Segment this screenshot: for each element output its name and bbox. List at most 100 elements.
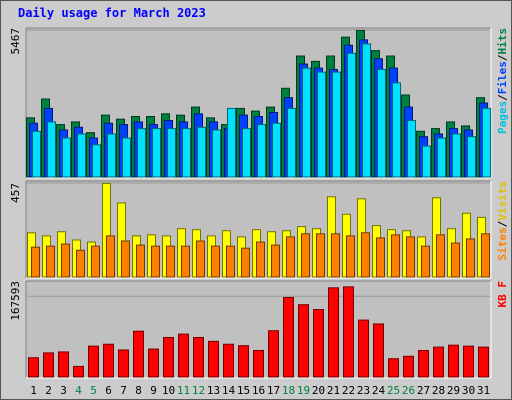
bar-sites-day-31 — [481, 233, 490, 278]
bar-kb-f-day-2 — [43, 352, 54, 378]
legend-1: Pages/Files/Hits — [496, 28, 509, 134]
legend-entry: Files — [496, 61, 509, 94]
bar-pages-day-13 — [212, 129, 221, 178]
bar-pages-day-5 — [92, 144, 101, 178]
bar-sites-day-3 — [61, 243, 70, 278]
bar-sites-day-23 — [361, 232, 370, 278]
bar-sites-day-15 — [241, 247, 250, 278]
legend-entry: Hits — [496, 28, 509, 55]
bar-kb-f-day-5 — [88, 345, 99, 378]
bar-pages-day-7 — [122, 137, 131, 178]
bar-pages-day-20 — [317, 71, 326, 178]
x-tick-label-day-3: 3 — [60, 384, 67, 397]
bar-kb-f-day-11 — [178, 333, 189, 378]
x-tick-label-day-12: 12 — [192, 384, 205, 397]
bar-pages-day-8 — [137, 128, 146, 178]
x-tick-label-day-24: 24 — [372, 384, 386, 397]
bar-sites-day-8 — [136, 244, 145, 278]
bar-sites-day-2 — [46, 245, 55, 278]
x-tick-label-day-2: 2 — [45, 384, 52, 397]
legend-entry: Sites — [496, 227, 509, 260]
bar-sites-day-7 — [121, 240, 130, 278]
bar-sites-day-20 — [316, 233, 325, 278]
y-max-label-3: 167593 — [9, 281, 22, 321]
x-tick-label-day-22: 22 — [342, 384, 355, 397]
bar-sites-day-16 — [256, 241, 265, 278]
x-tick-label-day-5: 5 — [90, 384, 97, 397]
bar-kb-f-day-7 — [118, 349, 129, 378]
x-tick-label-day-25: 25 — [387, 384, 400, 397]
bar-sites-day-29 — [451, 242, 460, 278]
bar-kb-f-day-16 — [253, 349, 264, 378]
bar-kb-f-day-12 — [193, 336, 204, 378]
y-max-label-1: 5467 — [9, 28, 22, 55]
bar-pages-day-16 — [257, 124, 266, 178]
bar-pages-day-17 — [272, 122, 281, 178]
x-tick-label-day-30: 30 — [462, 384, 475, 397]
bar-sites-day-30 — [466, 238, 475, 278]
bar-kb-f-day-6 — [103, 343, 114, 378]
bar-kb-f-day-20 — [313, 309, 324, 378]
bar-pages-day-9 — [152, 128, 161, 178]
bar-pages-day-18 — [287, 107, 296, 178]
x-tick-label-day-20: 20 — [312, 384, 325, 397]
bar-pages-day-3 — [62, 137, 71, 178]
x-tick-label-day-19: 19 — [297, 384, 310, 397]
x-tick-label-day-4: 4 — [75, 384, 82, 397]
bar-sites-day-13 — [211, 245, 220, 278]
bar-sites-day-9 — [151, 245, 160, 278]
bar-kb-f-day-1 — [28, 357, 39, 378]
legend-entry: Visits — [496, 181, 509, 221]
x-tick-label-day-23: 23 — [357, 384, 370, 397]
legend-entry: Pages — [496, 101, 509, 134]
bar-kb-f-day-18 — [283, 296, 294, 378]
bar-pages-day-6 — [107, 133, 116, 178]
bar-pages-day-21 — [332, 71, 341, 178]
bar-sites-day-11 — [181, 245, 190, 278]
x-tick-label-day-17: 17 — [267, 384, 280, 397]
legend-entry: / — [496, 94, 509, 101]
bar-kb-f-day-28 — [433, 346, 444, 378]
bar-kb-f-day-17 — [268, 330, 279, 378]
bar-kb-f-day-3 — [58, 351, 69, 378]
bar-pages-day-22 — [347, 52, 356, 178]
legend-entry: / — [496, 54, 509, 61]
bar-kb-f-day-21 — [328, 287, 339, 378]
x-tick-label-day-9: 9 — [150, 384, 157, 397]
bar-pages-day-25 — [392, 82, 401, 178]
bar-pages-day-10 — [167, 128, 176, 178]
bar-pages-day-2 — [47, 121, 56, 178]
bar-pages-day-30 — [467, 136, 476, 178]
bar-pages-day-24 — [377, 68, 386, 178]
bar-kb-f-day-19 — [298, 304, 309, 378]
bar-pages-day-14 — [227, 107, 236, 178]
page-title: Daily usage for March 2023 — [18, 6, 206, 20]
bar-sites-day-17 — [271, 244, 280, 278]
bar-sites-day-12 — [196, 240, 205, 278]
bar-pages-day-19 — [302, 67, 311, 178]
x-tick-label-day-7: 7 — [120, 384, 127, 397]
x-tick-label-day-26: 26 — [402, 384, 415, 397]
bar-kb-f-day-30 — [463, 345, 474, 378]
x-tick-label-day-27: 27 — [417, 384, 430, 397]
bar-pages-day-26 — [407, 120, 416, 178]
bar-sites-day-10 — [166, 245, 175, 278]
x-tick-label-day-14: 14 — [222, 384, 236, 397]
bar-kb-f-day-26 — [403, 355, 414, 378]
bar-pages-day-23 — [362, 43, 371, 178]
bar-pages-day-11 — [182, 128, 191, 178]
bar-kb-f-day-9 — [148, 348, 159, 378]
bar-pages-day-1 — [32, 130, 41, 178]
x-tick-label-day-18: 18 — [282, 384, 295, 397]
x-tick-label-day-21: 21 — [327, 384, 340, 397]
x-tick-label-day-29: 29 — [447, 384, 460, 397]
x-tick-label-day-8: 8 — [135, 384, 142, 397]
bar-sites-day-24 — [376, 237, 385, 278]
bar-kb-f-day-29 — [448, 344, 459, 378]
bar-pages-day-31 — [482, 107, 491, 178]
bar-sites-day-4 — [76, 249, 85, 278]
legend-entry: / — [496, 220, 509, 227]
bar-sites-day-26 — [406, 236, 415, 278]
x-tick-label-day-6: 6 — [105, 384, 112, 397]
